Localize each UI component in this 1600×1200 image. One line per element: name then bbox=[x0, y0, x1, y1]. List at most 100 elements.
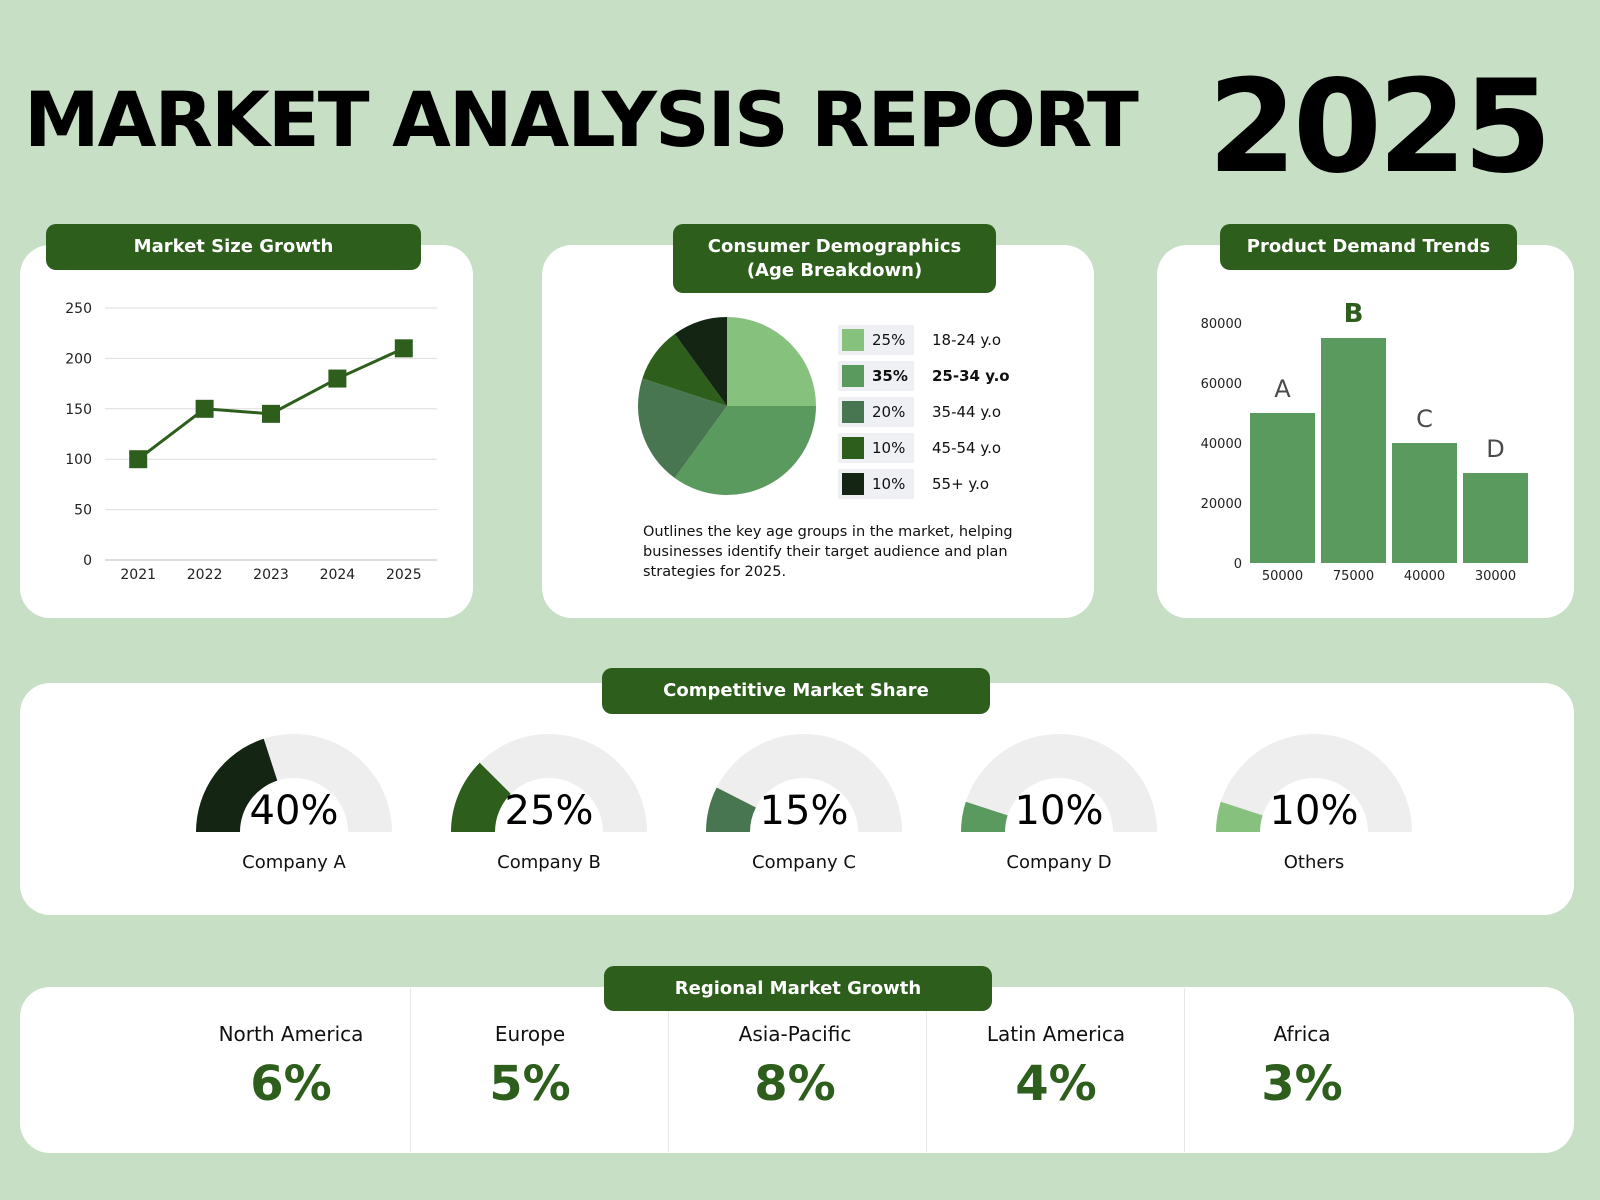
legend-item: 20% 35-44 y.o bbox=[838, 394, 1010, 430]
demographics-title-line1: Consumer Demographics bbox=[707, 236, 962, 258]
pie-slice bbox=[674, 317, 727, 406]
demographics-description: Outlines the key age groups in the marke… bbox=[643, 524, 1013, 580]
product-demand-chart: 0 20000 40000 60000 80000 A 50000 B 75000 C 40000 D… bbox=[1201, 299, 1528, 584]
pie-slice bbox=[674, 406, 816, 495]
legend-label: 55+ y.o bbox=[932, 475, 990, 493]
bar-category-label: D bbox=[1486, 435, 1504, 463]
legend-item: 10% 45-54 y.o bbox=[838, 430, 1010, 466]
y-tick-label: 60000 bbox=[1201, 377, 1242, 392]
region-growth-value: 6% bbox=[250, 1056, 332, 1112]
gauge-company-name: Company D bbox=[1006, 852, 1112, 873]
bar-value-label: 40000 bbox=[1404, 569, 1445, 584]
y-tick-label: 100 bbox=[65, 452, 92, 468]
regional-card bbox=[20, 987, 1574, 1153]
region-growth-value: 8% bbox=[754, 1056, 836, 1112]
demographics-legend: 25% 18-24 y.o 35% 25-34 y.o 20% 35-44 y.… bbox=[838, 322, 1010, 502]
legend-label: 35-44 y.o bbox=[932, 403, 1002, 421]
demographics-title: Consumer Demographics (Age Breakdown) bbox=[673, 224, 996, 293]
gauge-company-name: Company B bbox=[497, 852, 601, 873]
legend-item: 25% 18-24 y.o bbox=[838, 322, 1010, 358]
region-growth-value: 5% bbox=[489, 1056, 571, 1112]
gauge-company-name: Others bbox=[1283, 852, 1345, 873]
data-point bbox=[195, 399, 214, 418]
market-size-title: Market Size Growth bbox=[46, 224, 421, 270]
region-stat: Africa 3% bbox=[1192, 1022, 1412, 1112]
region-divider bbox=[1184, 988, 1185, 1152]
legend-pct: 10% bbox=[872, 475, 906, 493]
market-share-gauge: 10% Company D bbox=[959, 732, 1159, 882]
bar bbox=[1463, 473, 1528, 563]
region-stat: Europe 5% bbox=[420, 1022, 640, 1112]
region-growth-value: 3% bbox=[1261, 1056, 1343, 1112]
data-point bbox=[129, 450, 148, 469]
bar-value-label: 75000 bbox=[1333, 569, 1374, 584]
competitive-card bbox=[20, 683, 1574, 915]
gauge-fill bbox=[196, 738, 278, 832]
region-name: Latin America bbox=[986, 1022, 1126, 1046]
x-tick-label: 2022 bbox=[187, 567, 223, 583]
legend-item: 10% 55+ y.o bbox=[838, 466, 1010, 502]
competitive-title-text: Competitive Market Share bbox=[663, 680, 929, 702]
legend-swatch bbox=[842, 365, 864, 387]
x-tick-label: 2021 bbox=[120, 567, 156, 583]
gauge-arc bbox=[196, 734, 392, 832]
market-share-gauge: 25% Company B bbox=[449, 732, 649, 882]
x-tick-label: 2025 bbox=[386, 567, 422, 583]
legend-pct: 25% bbox=[872, 331, 906, 349]
bar bbox=[1321, 338, 1386, 563]
gauge-arc bbox=[706, 734, 902, 832]
gauge-arc bbox=[961, 734, 1157, 832]
region-divider bbox=[668, 988, 669, 1152]
legend-label: 25-34 y.o bbox=[932, 367, 1010, 385]
gauge-value: 10% bbox=[1269, 788, 1359, 834]
legend-label: 45-54 y.o bbox=[932, 439, 1002, 457]
gauge-fill bbox=[706, 787, 756, 832]
market-size-title-text: Market Size Growth bbox=[133, 236, 334, 258]
gauge-value: 25% bbox=[504, 788, 594, 834]
market-size-card bbox=[20, 245, 473, 618]
region-growth-value: 4% bbox=[1015, 1056, 1097, 1112]
gauge-track bbox=[961, 734, 1157, 832]
competitive-title: Competitive Market Share bbox=[602, 668, 990, 714]
series-line bbox=[137, 346, 405, 461]
region-name: Asia-Pacific bbox=[738, 1022, 852, 1046]
report-year: 2025 bbox=[1207, 53, 1552, 202]
gauge-track bbox=[1216, 734, 1412, 832]
region-divider bbox=[410, 988, 411, 1152]
bar-category-label: C bbox=[1416, 405, 1433, 433]
region-divider bbox=[926, 988, 927, 1152]
y-tick-label: 20000 bbox=[1201, 497, 1242, 512]
x-tick-label: 2023 bbox=[253, 567, 289, 583]
gauge-arc bbox=[1216, 734, 1412, 832]
legend-pct: 35% bbox=[872, 367, 908, 385]
region-name: North America bbox=[218, 1022, 364, 1046]
legend-swatch bbox=[842, 401, 864, 423]
product-demand-title-text: Product Demand Trends bbox=[1246, 236, 1491, 258]
legend-pct: 10% bbox=[872, 439, 906, 457]
market-size-chart: 0 50 100 150 200 250 2021 2022 2023 2024 2025 bbox=[65, 301, 437, 583]
regional-title: Regional Market Growth bbox=[604, 966, 992, 1011]
y-tick-label: 40000 bbox=[1201, 437, 1242, 452]
product-demand-title: Product Demand Trends bbox=[1220, 224, 1517, 270]
gauge-value: 10% bbox=[1014, 788, 1104, 834]
pie-slice bbox=[727, 317, 816, 406]
x-tick-label: 2024 bbox=[320, 567, 356, 583]
pie-slice bbox=[638, 378, 727, 479]
region-stat: Latin America 4% bbox=[946, 1022, 1166, 1112]
legend-swatch-block: 25% bbox=[838, 325, 914, 355]
y-tick-label: 50 bbox=[74, 503, 92, 519]
gauge-company-name: Company A bbox=[242, 852, 346, 873]
legend-swatch bbox=[842, 329, 864, 351]
bar bbox=[1250, 413, 1315, 563]
data-point bbox=[262, 404, 280, 423]
data-point bbox=[394, 339, 413, 358]
market-share-gauge: 15% Company C bbox=[704, 732, 904, 882]
report-title: MARKET ANALYSIS REPORT bbox=[24, 75, 1139, 164]
gauge-value: 40% bbox=[249, 788, 339, 834]
bar-value-label: 30000 bbox=[1475, 569, 1516, 584]
y-tick-label: 200 bbox=[65, 351, 92, 367]
market-share-gauge: 40% Company A bbox=[194, 732, 394, 882]
region-name: Europe bbox=[494, 1022, 566, 1046]
demographics-title-line2: (Age Breakdown) bbox=[746, 259, 923, 281]
gauge-fill bbox=[961, 801, 1008, 832]
